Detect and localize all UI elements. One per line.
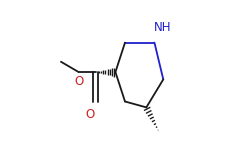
- Text: O: O: [74, 75, 83, 88]
- Text: NH: NH: [154, 21, 171, 34]
- Text: O: O: [86, 108, 95, 121]
